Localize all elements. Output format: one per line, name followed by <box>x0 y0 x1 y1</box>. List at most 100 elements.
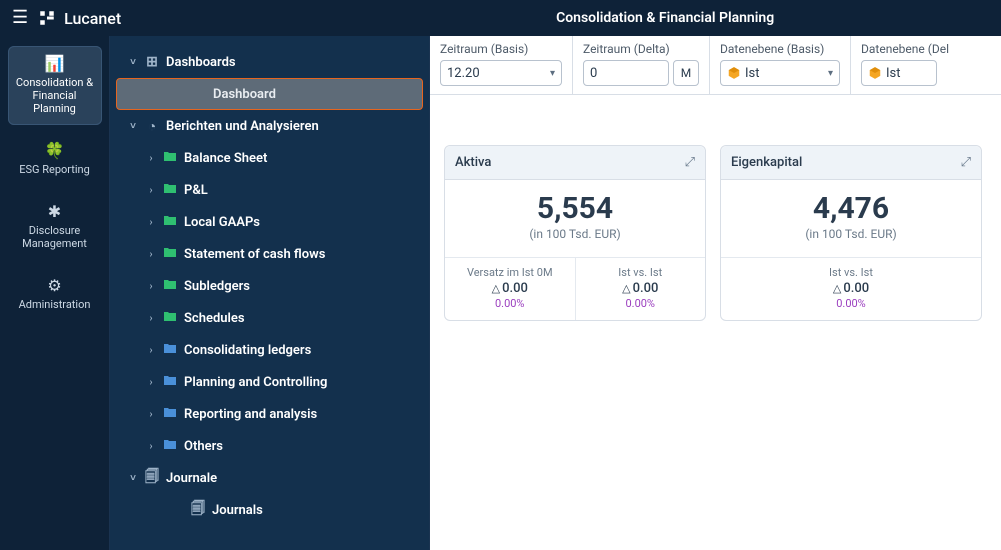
tree-toggle-icon[interactable]: › <box>142 185 160 196</box>
kpi-value: 4,476 <box>729 192 973 225</box>
rail-item-label: Administration <box>19 298 91 311</box>
folder-icon <box>160 342 180 358</box>
tree-item-label: Others <box>184 439 223 454</box>
tree-item-label: Schedules <box>184 311 245 326</box>
rail-item-2[interactable]: ✱ Disclosure Management <box>8 194 102 260</box>
folder-icon <box>160 182 180 198</box>
tree-item-label: Journals <box>212 503 263 518</box>
chart-bar-icon: 📊 <box>12 56 98 72</box>
tree-item[interactable]: › P&L <box>116 174 423 206</box>
pie-icon: ◔ <box>142 118 162 135</box>
tree-toggle-icon[interactable]: › <box>142 281 160 292</box>
tree-toggle-icon[interactable]: › <box>142 153 160 164</box>
leaf-icon: 🍀 <box>12 143 98 159</box>
kpi-card: Aktiva⤢5,554(in 100 Tsd. EUR)Versatz im … <box>444 145 706 321</box>
tree-item[interactable]: ˅🗐Journale <box>116 462 423 494</box>
filter-bar: Zeitraum (Basis)12.20▾Zeitraum (Delta)0M… <box>430 36 1001 95</box>
tree-item[interactable]: › Planning and Controlling <box>116 366 423 398</box>
tree-item[interactable]: › Others <box>116 430 423 462</box>
card-title: Aktiva <box>455 155 491 170</box>
gear-icon: ⚙ <box>12 278 98 294</box>
filter-value: Ist <box>745 66 760 81</box>
tree-item-label: P&L <box>184 183 208 198</box>
tree-item[interactable]: 🗐Journals <box>116 494 423 526</box>
journal-icon: 🗐 <box>142 466 162 490</box>
card-header: Aktiva ⤢ <box>445 146 705 180</box>
tree-item-label: Statement of cash flows <box>184 247 325 262</box>
tree-item-label: Balance Sheet <box>184 151 267 166</box>
menu-button[interactable]: ☰ <box>12 9 28 27</box>
tree-item[interactable]: › Statement of cash flows <box>116 238 423 270</box>
popout-icon[interactable]: ⤢ <box>961 155 971 170</box>
filter-select[interactable]: Ist <box>861 60 937 86</box>
kpi-card: Eigenkapital⤢4,476(in 100 Tsd. EUR)Ist v… <box>720 145 982 321</box>
topbar: ☰ Lucanet Consolidation & Financial Plan… <box>0 0 1001 36</box>
tree-item-label: Reporting and analysis <box>184 407 317 422</box>
delta-icon: △ <box>492 282 500 295</box>
tree-item[interactable]: ›Subledgers <box>116 270 423 302</box>
popout-icon[interactable]: ⤢ <box>685 155 695 170</box>
delta-icon: △ <box>833 282 841 295</box>
filter-value: 0 <box>590 66 597 81</box>
filter-select[interactable]: 12.20▾ <box>440 60 562 86</box>
delta-label: Versatz im Ist 0M <box>449 266 571 279</box>
delta-label: Ist vs. Ist <box>580 266 702 279</box>
rail-item-label: ESG Reporting <box>19 163 90 176</box>
tree-item-label: Planning and Controlling <box>184 375 327 390</box>
tree-item[interactable]: Dashboard <box>116 78 423 110</box>
logo-icon <box>38 9 56 27</box>
delta-value: △0.00 <box>580 281 702 296</box>
tree-item-label: Dashboards <box>166 55 236 70</box>
page-title: Consolidation & Financial Planning <box>341 10 989 26</box>
tree-item-label: Dashboard <box>213 87 276 102</box>
rail-item-1[interactable]: 🍀 ESG Reporting <box>8 133 102 186</box>
filter: Zeitraum (Delta)0M <box>573 36 710 94</box>
rail-item-label: Disclosure Management <box>22 224 87 250</box>
delta-label: Ist vs. Ist <box>725 266 977 279</box>
filter-select[interactable]: Ist ▾ <box>720 60 840 86</box>
tree-toggle-icon[interactable]: › <box>142 409 160 420</box>
folder-icon <box>160 214 180 230</box>
filter-select[interactable]: 0 <box>583 60 669 86</box>
kpi-cards: Aktiva⤢5,554(in 100 Tsd. EUR)Versatz im … <box>430 95 1001 335</box>
tree-toggle-icon[interactable]: › <box>142 249 160 260</box>
chevron-down-icon: ▾ <box>550 68 555 79</box>
rail-item-3[interactable]: ⚙ Administration <box>8 268 102 321</box>
tree-item-label: Consolidating ledgers <box>184 343 311 358</box>
filter-label: Datenebene (Basis) <box>720 42 840 56</box>
delta-value: △0.00 <box>449 281 571 296</box>
filter-unit[interactable]: M <box>673 60 699 86</box>
nav-tree: ˅⊞DashboardsDashboard˅◔Berichten und Ana… <box>110 36 430 550</box>
tree-toggle-icon[interactable]: › <box>142 217 160 228</box>
folder-icon <box>160 150 180 166</box>
tree-item[interactable]: ›Local GAAPs <box>116 206 423 238</box>
delta-cell: Ist vs. Ist △0.000.00% <box>721 258 981 320</box>
tree-toggle-icon[interactable]: ˅ <box>124 121 142 132</box>
card-footer: Ist vs. Ist △0.000.00% <box>721 257 981 320</box>
tree-toggle-icon[interactable]: ˅ <box>124 473 142 484</box>
asterisk-icon: ✱ <box>12 204 98 220</box>
folder-icon <box>160 406 180 422</box>
tree-item[interactable]: › Schedules <box>116 302 423 334</box>
grid-icon: ⊞ <box>142 54 162 70</box>
tree-toggle-icon[interactable]: ˅ <box>124 57 142 68</box>
rail-item-0[interactable]: 📊Consolidation & Financial Planning <box>8 46 102 125</box>
delta-percent: 0.00% <box>725 297 977 310</box>
tree-toggle-icon[interactable]: › <box>142 441 160 452</box>
tree-item[interactable]: ˅⊞ Dashboards <box>116 46 423 78</box>
tree-toggle-icon[interactable]: › <box>142 377 160 388</box>
card-header: Eigenkapital⤢ <box>721 146 981 180</box>
tree-item[interactable]: › Consolidating ledgers <box>116 334 423 366</box>
tree-item[interactable]: › Reporting and analysis <box>116 398 423 430</box>
tree-item[interactable]: › Balance Sheet <box>116 142 423 174</box>
brand-name: Lucanet <box>64 9 121 28</box>
cube-icon <box>868 66 882 80</box>
tree-toggle-icon[interactable]: › <box>142 345 160 356</box>
filter: Zeitraum (Basis)12.20▾ <box>430 36 573 94</box>
card-body: 4,476(in 100 Tsd. EUR) <box>721 180 981 257</box>
tree-toggle-icon[interactable]: › <box>142 313 160 324</box>
delta-value: △0.00 <box>725 281 977 296</box>
folder-icon <box>160 246 180 262</box>
chevron-down-icon: ▾ <box>828 68 833 79</box>
tree-item[interactable]: ˅◔Berichten und Analysieren <box>116 110 423 142</box>
